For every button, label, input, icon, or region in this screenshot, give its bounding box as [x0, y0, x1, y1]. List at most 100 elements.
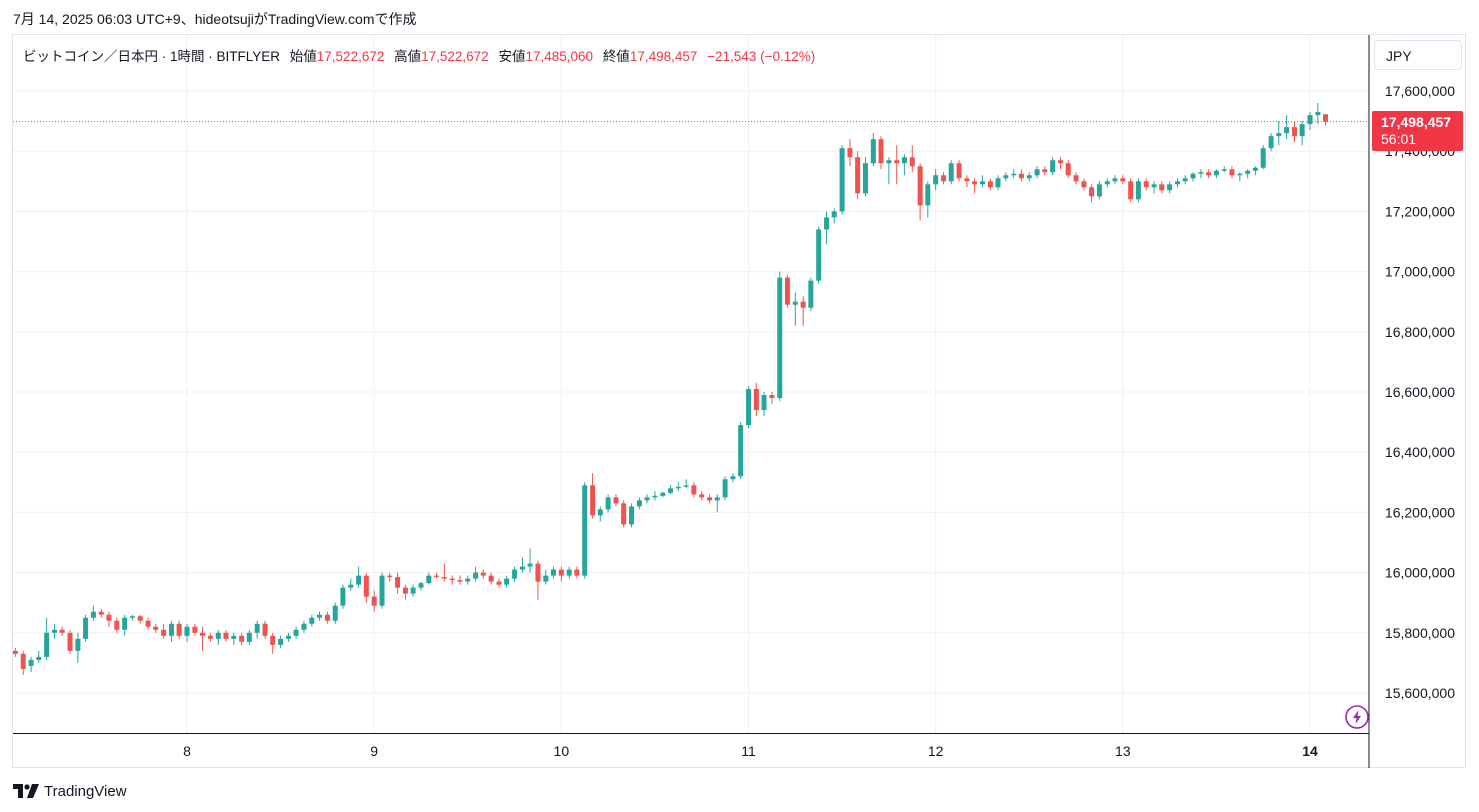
x-tick-label: 9 [370, 743, 378, 759]
legend-low-value: 17,485,060 [525, 49, 594, 64]
candle-down [590, 485, 596, 516]
candle-down [1323, 114, 1329, 122]
candle-up [636, 500, 642, 507]
candle-down [488, 575, 494, 582]
candle-up [1268, 136, 1274, 149]
candle-up [293, 629, 299, 636]
candle-down [558, 569, 564, 576]
candle-up [340, 587, 346, 606]
candle-down [363, 575, 369, 597]
candle-down [784, 277, 790, 305]
candle-up [473, 572, 479, 579]
candle-down [800, 301, 806, 308]
candle-down [433, 575, 439, 578]
candle-down [200, 632, 206, 636]
candle-down [457, 580, 463, 582]
lightning-bolt-icon[interactable] [1344, 704, 1370, 730]
candle-up [75, 638, 81, 651]
y-tick-label: 15,800,000 [1385, 625, 1455, 641]
candle-down [535, 563, 541, 582]
candle-down [917, 166, 923, 206]
candle-up [730, 476, 736, 480]
candle-up [301, 623, 307, 630]
candle-down [59, 629, 65, 633]
candle-up [129, 616, 135, 618]
x-tick-label: 8 [183, 743, 191, 759]
candle-down [12, 650, 18, 654]
candle-up [278, 638, 284, 645]
legend-close-label: 終値 [602, 49, 630, 64]
candle-up [831, 211, 837, 218]
candle-up [660, 492, 666, 496]
x-tick-label: 10 [554, 743, 570, 759]
candle-down [707, 497, 713, 501]
candle-down [699, 494, 705, 498]
candle-up [870, 139, 876, 164]
candle-up [543, 575, 549, 582]
candle-down [1291, 127, 1297, 137]
candle-up [1135, 181, 1141, 200]
currency-button[interactable]: JPY [1374, 40, 1462, 70]
last-price-tag: 17,498,457 56:01 [1372, 111, 1463, 151]
candle-down [441, 577, 447, 579]
candle-up [901, 157, 907, 164]
candle-down [1206, 172, 1212, 176]
candle-down [894, 160, 900, 164]
candle-up [1221, 169, 1227, 171]
candle-down [1089, 187, 1095, 197]
candle-down [262, 623, 268, 636]
candle-up [1190, 173, 1196, 179]
candle-up [1252, 167, 1258, 171]
candle-up [1151, 184, 1157, 188]
y-tick-label: 16,800,000 [1385, 324, 1455, 340]
candle-up [738, 425, 744, 477]
candle-up [1034, 169, 1040, 176]
candle-up [317, 614, 323, 618]
candle-up [426, 575, 432, 584]
x-tick-label: 14 [1302, 743, 1318, 759]
candle-up [1245, 170, 1251, 174]
tradingview-logo[interactable]: TradingView [13, 780, 127, 802]
candle-up [675, 486, 681, 489]
candle-up [582, 485, 588, 576]
candle-down [106, 614, 112, 621]
candle-down [1058, 160, 1064, 164]
candle-down [909, 157, 915, 167]
x-tick-label: 12 [928, 743, 944, 759]
candle-up [714, 497, 720, 501]
candle-up [761, 395, 767, 411]
y-tick-label: 16,400,000 [1385, 444, 1455, 460]
tradingview-brand-text: TradingView [44, 782, 127, 800]
candle-down [855, 157, 861, 194]
candle-up [652, 495, 658, 498]
candle-down [941, 175, 947, 182]
candle-up [1276, 133, 1282, 137]
legend-high-value: 17,522,672 [421, 49, 489, 64]
legend-open-value: 17,522,672 [316, 49, 385, 64]
candle-up [1026, 175, 1032, 179]
candle-down [480, 572, 486, 576]
candle-up [28, 659, 34, 666]
candle-down [964, 178, 970, 182]
candle-down [1042, 169, 1048, 173]
candle-up [332, 605, 338, 621]
candle-up [215, 632, 221, 639]
candle-up [644, 497, 650, 501]
candle-down [621, 503, 627, 525]
candle-up [44, 632, 50, 657]
candle-down [691, 485, 697, 495]
y-tick-label: 15,600,000 [1385, 685, 1455, 701]
candle-up [979, 181, 985, 185]
candle-up [1213, 170, 1219, 176]
candle-down [1065, 163, 1071, 176]
candle-up [1112, 178, 1118, 182]
candle-up [1011, 173, 1017, 176]
candle-down [1229, 169, 1235, 176]
candle-up [379, 575, 385, 606]
candle-up [1299, 124, 1305, 137]
candle-down [137, 616, 143, 621]
candle-up [1167, 184, 1173, 191]
candle-up [605, 497, 611, 510]
y-tick-label: 16,000,000 [1385, 565, 1455, 581]
